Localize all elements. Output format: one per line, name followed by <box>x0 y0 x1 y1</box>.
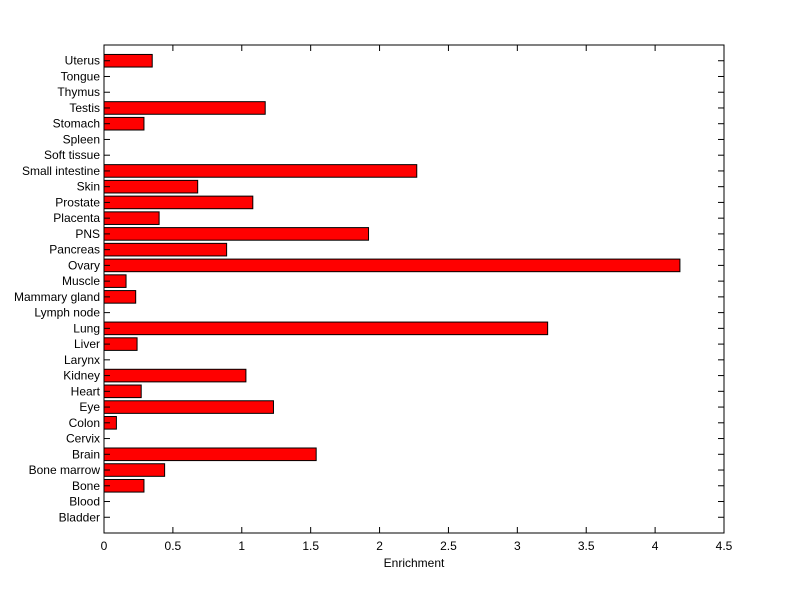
category-label: Liver <box>74 337 100 351</box>
category-label: Blood <box>69 495 100 509</box>
bar-placenta <box>103 211 160 225</box>
x-tick-labels-group: 0 0.5 1 1.5 2 2.5 3 3.5 4 4.5 <box>101 539 733 553</box>
category-label: Soft tissue <box>44 148 100 162</box>
category-label: Skin <box>77 180 100 194</box>
category-label: Lymph node <box>34 306 100 320</box>
bar-small-intestine <box>103 164 418 178</box>
bar-brain <box>103 447 317 462</box>
bar-bone-marrow <box>103 463 166 477</box>
category-label: Larynx <box>64 353 100 367</box>
bar-pancreas <box>103 242 228 257</box>
category-label: Bladder <box>59 510 100 524</box>
category-label: Bone <box>72 479 100 493</box>
category-label: Brain <box>72 447 100 461</box>
x-tick-label: 1.5 <box>302 539 319 553</box>
bar-pns <box>103 227 370 241</box>
bar-kidney <box>103 368 247 383</box>
category-label: Colon <box>69 416 100 430</box>
x-tick-label: 3.5 <box>578 539 595 553</box>
category-label: Prostate <box>55 195 100 209</box>
bar-uterus <box>103 53 153 68</box>
x-tick-label: 2 <box>376 539 383 553</box>
category-label: Mammary gland <box>14 290 100 304</box>
x-tick-label: 2.5 <box>440 539 457 553</box>
category-label: Thymus <box>57 85 100 99</box>
category-label: Heart <box>71 384 101 398</box>
category-label: Pancreas <box>49 243 100 257</box>
category-label: Lung <box>73 321 100 335</box>
category-label: Eye <box>79 400 100 414</box>
category-label: Cervix <box>66 432 100 446</box>
x-tick-label: 4 <box>652 539 659 553</box>
category-label: Spleen <box>63 132 100 146</box>
x-tick-label: 0 <box>101 539 108 553</box>
x-tick-label: 1 <box>238 539 245 553</box>
category-label: Stomach <box>53 117 100 131</box>
plot-frame <box>103 44 725 534</box>
category-label: Uterus <box>65 54 100 68</box>
category-label: PNS <box>75 227 100 241</box>
bar-eye <box>103 400 274 414</box>
bar-ovary <box>103 258 681 273</box>
category-label: Muscle <box>62 274 100 288</box>
bar-prostate <box>103 195 254 210</box>
x-tick-label: 4.5 <box>716 539 733 553</box>
category-label: Small intestine <box>22 164 100 178</box>
bar-lung <box>103 321 549 336</box>
category-label: Tongue <box>61 69 101 83</box>
x-tick-label: 3 <box>514 539 521 553</box>
category-label: Bone marrow <box>29 463 101 477</box>
x-axis-label: Enrichment <box>384 556 445 570</box>
x-tick-label: 0.5 <box>165 539 182 553</box>
category-label: Ovary <box>68 258 100 272</box>
bar-skin <box>103 179 199 194</box>
category-label: Testis <box>69 101 100 115</box>
category-label: Placenta <box>53 211 100 225</box>
category-label: Kidney <box>63 369 100 383</box>
ticks-group <box>103 45 725 533</box>
bar-testis <box>103 101 266 115</box>
